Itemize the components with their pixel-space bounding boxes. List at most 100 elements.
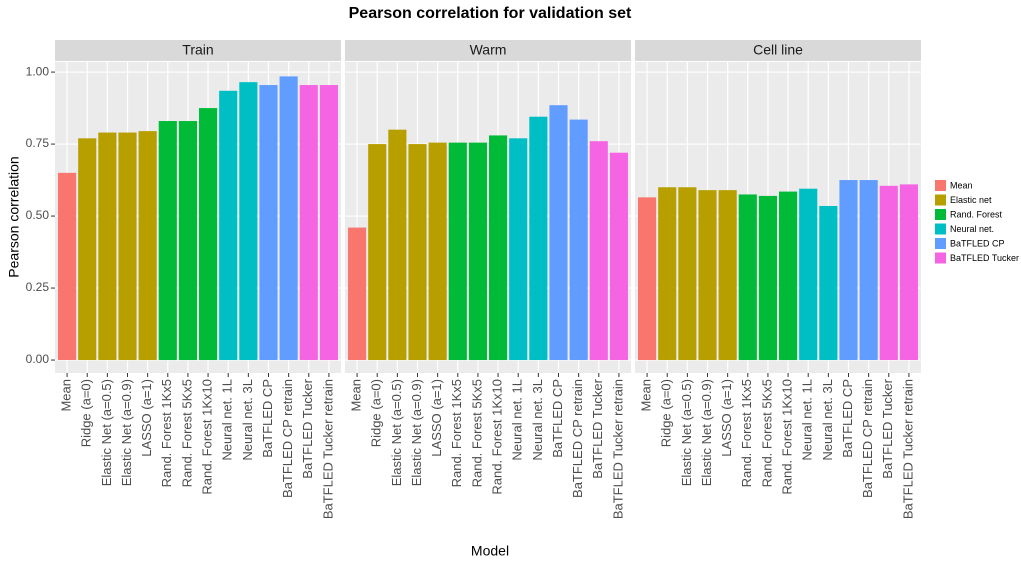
strip-background [55, 40, 341, 61]
legend-swatch [935, 223, 946, 235]
y-tick-label: 0.00 [26, 352, 50, 366]
bar [178, 121, 197, 361]
x-tick-label: BaTFLED CP retrain [860, 379, 875, 498]
bar [529, 116, 548, 361]
bar [118, 132, 137, 361]
legend-label: BaTFLED CP [950, 238, 1005, 248]
strip-label: Cell line [753, 42, 803, 58]
bar [408, 144, 427, 361]
bar [98, 132, 117, 361]
bar [509, 138, 528, 361]
x-tick-label: Rand. Forest 1Kx10 [780, 379, 795, 495]
x-tick-label: Elastic Net (a=0.5) [99, 379, 114, 486]
bar [758, 195, 777, 361]
bar [569, 119, 588, 361]
panel-background [635, 62, 921, 373]
panel-background [55, 62, 341, 373]
bar [549, 105, 568, 361]
bar [799, 188, 818, 361]
chart-title: Pearson correlation for validation set [349, 5, 632, 22]
x-tick-label: Elastic Net (a=0.5) [389, 379, 404, 486]
bar [158, 121, 177, 361]
bar [368, 144, 387, 361]
bar [839, 180, 858, 361]
x-tick-label: Elastic Net (a=0.9) [409, 379, 424, 486]
x-tick-label: Neural net. 1L [510, 379, 525, 461]
bar [448, 142, 467, 361]
bar [259, 85, 278, 361]
x-tick-label: Neural net. 3L [820, 379, 835, 461]
bar [859, 180, 878, 361]
bar [819, 205, 838, 361]
bar [779, 191, 798, 361]
x-tick-label: Neural net. 1L [800, 379, 815, 461]
x-tick-label: BaTFLED CP [840, 379, 855, 458]
bar [428, 142, 447, 361]
bar [279, 76, 298, 361]
x-tick-label: BaTFLED Tucker [300, 378, 315, 478]
x-tick-label: Rand. Forest 1Kx5 [449, 379, 464, 487]
bar [239, 82, 258, 361]
x-tick-label: Rand. Forest 1Kx10 [200, 379, 215, 495]
strip-label: Warm [470, 42, 507, 58]
x-tick-label: Neural net. 3L [240, 379, 255, 461]
x-tick-label: LASSO (a=1) [429, 379, 444, 457]
x-tick-label: Mean [349, 379, 364, 412]
x-tick-label: Mean [59, 379, 74, 412]
x-tick-label: Rand. Forest 5Kx5 [179, 379, 194, 487]
bar [738, 194, 757, 361]
x-tick-label: BaTFLED Tucker [880, 378, 895, 478]
x-tick-label: Mean [639, 379, 654, 412]
x-tick-label: Rand. Forest 1Kx10 [490, 379, 505, 495]
legend-swatch [935, 180, 946, 191]
x-tick-label: BaTFLED Tucker retrain [610, 379, 625, 519]
strip-background [635, 40, 921, 61]
x-tick-label: BaTFLED CP [260, 379, 275, 458]
x-tick-label: Ridge (a=0) [79, 379, 94, 447]
x-tick-label: Elastic Net (a=0.9) [699, 379, 714, 486]
bar [199, 108, 218, 361]
x-tick-label: Rand. Forest 5Kx5 [469, 379, 484, 487]
bar [609, 152, 628, 361]
legend-swatch [935, 209, 946, 220]
bar [319, 85, 338, 361]
bar [678, 187, 697, 361]
legend-label: Rand. Forest [950, 209, 1003, 219]
bar [219, 90, 238, 361]
bar [638, 197, 657, 361]
strip-label: Train [182, 42, 213, 58]
legend-swatch [935, 194, 946, 206]
y-tick-label: 0.25 [26, 280, 50, 294]
x-tick-label: BaTFLED CP retrain [570, 379, 585, 498]
x-tick-label: Elastic Net (a=0.5) [679, 379, 694, 486]
x-tick-label: Neural net. 3L [530, 379, 545, 461]
bar [468, 142, 487, 361]
x-tick-label: Rand. Forest 1Kx5 [159, 379, 174, 487]
bar [489, 135, 508, 361]
bar [138, 131, 157, 361]
panel-background [345, 62, 631, 373]
x-tick-label: LASSO (a=1) [719, 379, 734, 457]
bar [698, 190, 717, 361]
x-axis-title: Model [471, 543, 509, 559]
legend-label: Elastic net [950, 195, 992, 205]
x-tick-label: Ridge (a=0) [369, 379, 384, 447]
legend-label: Mean [950, 180, 973, 190]
bar [879, 185, 898, 361]
x-tick-label: BaTFLED Tucker retrain [900, 379, 915, 519]
bar [388, 129, 407, 361]
legend-label: Neural net. [950, 224, 994, 234]
legend-swatch [935, 238, 946, 249]
bar [718, 190, 737, 361]
x-tick-label: Ridge (a=0) [659, 379, 674, 447]
x-tick-label: Rand. Forest 5Kx5 [759, 379, 774, 487]
legend-label: BaTFLED Tucker [950, 253, 1019, 263]
y-tick-label: 0.50 [26, 208, 50, 222]
x-tick-label: LASSO (a=1) [139, 379, 154, 457]
y-tick-label: 1.00 [26, 64, 50, 78]
x-tick-label: BaTFLED Tucker [590, 378, 605, 478]
x-tick-label: Rand. Forest 1Kx5 [739, 379, 754, 487]
x-tick-label: BaTFLED Tucker retrain [320, 379, 335, 519]
bar [899, 184, 918, 361]
